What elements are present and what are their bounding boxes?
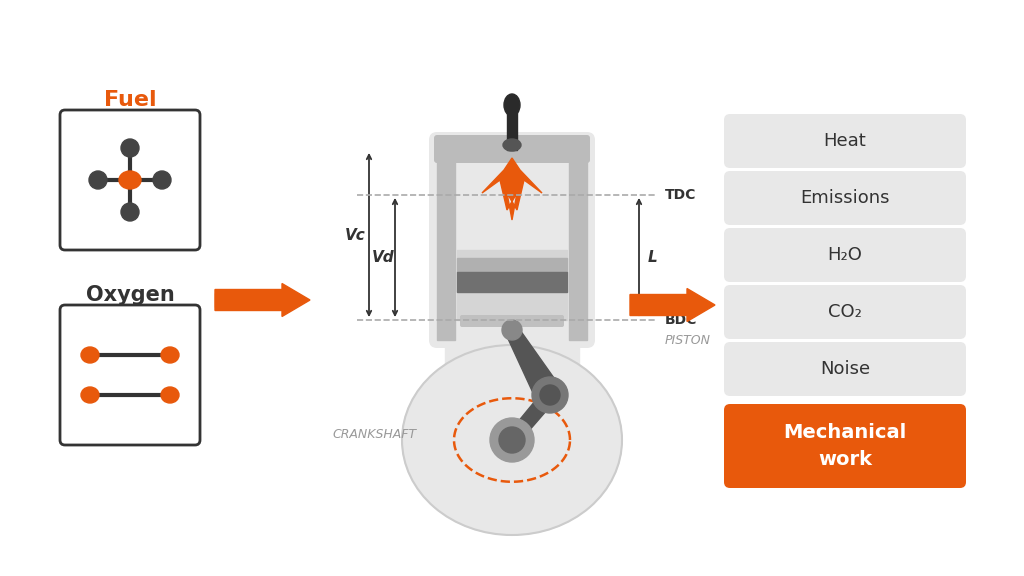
FancyBboxPatch shape (724, 342, 966, 396)
Bar (215, 293, 285, 307)
FancyBboxPatch shape (724, 285, 966, 339)
Text: Heat: Heat (823, 132, 866, 150)
Bar (569, 140, 587, 340)
Ellipse shape (119, 171, 141, 189)
FancyBboxPatch shape (429, 132, 595, 348)
Ellipse shape (161, 347, 179, 363)
Circle shape (540, 385, 560, 405)
FancyBboxPatch shape (724, 171, 966, 225)
Text: Oxygen: Oxygen (86, 285, 174, 305)
Circle shape (532, 377, 568, 413)
Text: PISTON: PISTON (665, 334, 711, 347)
Ellipse shape (81, 387, 99, 403)
Polygon shape (482, 158, 542, 220)
Polygon shape (215, 283, 310, 316)
Text: BDC: BDC (665, 313, 697, 327)
Circle shape (121, 203, 139, 221)
Polygon shape (504, 330, 566, 395)
Circle shape (121, 139, 139, 157)
Text: Vc: Vc (345, 228, 366, 242)
Bar (437, 140, 455, 340)
Text: Fuel: Fuel (103, 90, 157, 110)
FancyBboxPatch shape (60, 110, 200, 250)
Bar (457, 272, 567, 292)
Bar (445, 335, 579, 390)
Text: CRANKSHAFT: CRANKSHAFT (333, 429, 417, 441)
Ellipse shape (81, 347, 99, 363)
Circle shape (502, 320, 522, 340)
FancyBboxPatch shape (724, 114, 966, 168)
FancyBboxPatch shape (60, 305, 200, 445)
Text: H₂O: H₂O (827, 246, 862, 264)
Circle shape (153, 171, 171, 189)
Circle shape (89, 171, 106, 189)
Text: CO₂: CO₂ (828, 303, 862, 321)
Ellipse shape (503, 139, 521, 151)
Ellipse shape (504, 94, 520, 116)
Ellipse shape (402, 345, 622, 535)
Text: L: L (648, 250, 657, 265)
FancyBboxPatch shape (724, 404, 966, 488)
FancyBboxPatch shape (724, 228, 966, 282)
Ellipse shape (161, 387, 179, 403)
Circle shape (499, 427, 525, 453)
Text: Noise: Noise (820, 360, 870, 378)
Bar (457, 258, 567, 272)
Text: Mechanical
work: Mechanical work (783, 423, 906, 469)
Circle shape (490, 418, 534, 462)
Text: Emissions: Emissions (800, 189, 890, 207)
FancyBboxPatch shape (434, 135, 590, 163)
Text: Vd: Vd (372, 250, 394, 265)
Bar (507, 105, 517, 150)
Polygon shape (503, 395, 560, 440)
FancyBboxPatch shape (460, 315, 564, 327)
Bar (457, 250, 567, 320)
Text: TDC: TDC (665, 188, 696, 202)
Polygon shape (630, 289, 715, 321)
